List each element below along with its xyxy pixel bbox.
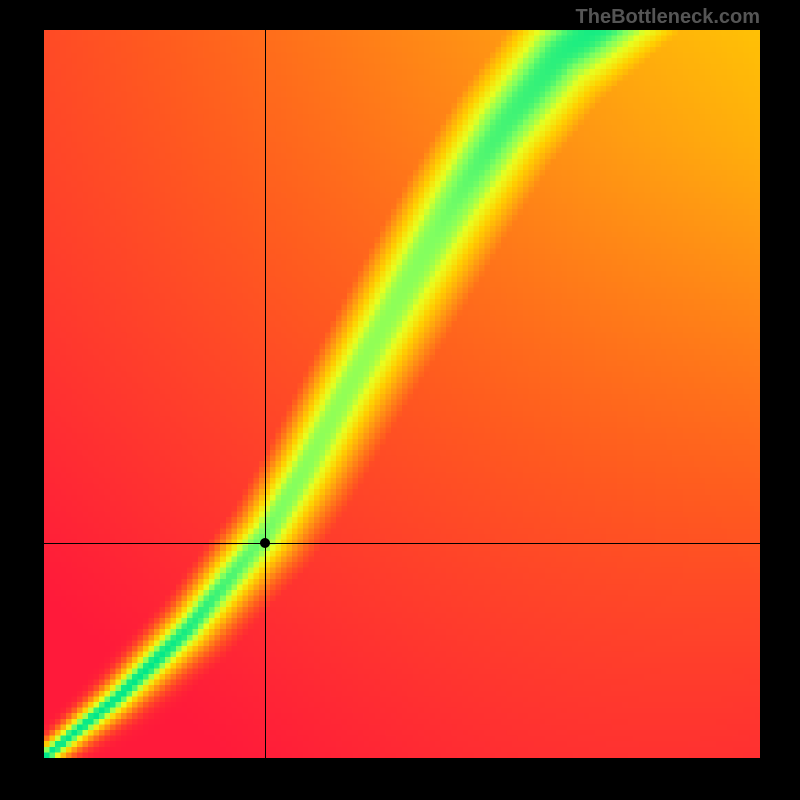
crosshair-vertical: [265, 30, 266, 758]
heatmap-canvas: [44, 30, 760, 758]
watermark-text: TheBottleneck.com: [576, 6, 760, 29]
crosshair-marker: [260, 538, 270, 548]
chart-container: TheBottleneck.com: [0, 0, 800, 800]
crosshair-horizontal: [44, 543, 760, 544]
heatmap-plot: [44, 30, 760, 758]
